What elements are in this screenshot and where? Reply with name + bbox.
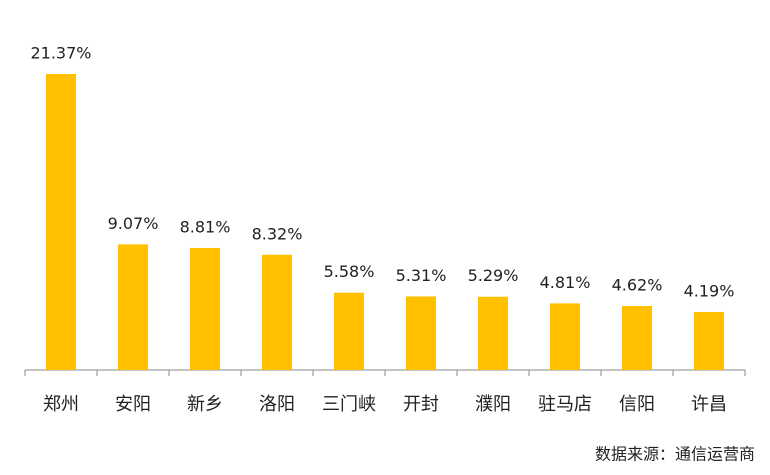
x-tick-label: 开封 <box>403 394 439 415</box>
value-label: 8.81% <box>180 217 231 236</box>
x-tick-label: 驻马店 <box>538 394 592 415</box>
value-label: 8.32% <box>252 224 303 243</box>
value-label: 5.29% <box>468 266 519 285</box>
x-tick-label: 三门峡 <box>322 394 376 415</box>
bar <box>550 303 580 370</box>
bar <box>46 74 76 370</box>
bar <box>334 292 364 370</box>
value-label: 5.58% <box>324 262 375 281</box>
bar <box>406 296 436 370</box>
bar <box>262 254 292 370</box>
x-tick-label: 信阳 <box>619 394 655 415</box>
bar <box>694 311 724 370</box>
bar <box>118 244 148 370</box>
bar <box>190 247 220 370</box>
value-label: 4.62% <box>612 276 663 295</box>
value-label: 4.19% <box>684 281 735 300</box>
bar <box>622 306 652 370</box>
x-tick-label: 郑州 <box>43 394 79 415</box>
value-label: 9.07% <box>108 214 159 233</box>
x-tick-label: 濮阳 <box>475 394 511 415</box>
source-note: 数据来源：通信运营商 <box>595 445 755 464</box>
x-tick-label: 新乡 <box>187 394 223 415</box>
value-label: 5.31% <box>396 266 447 285</box>
value-label: 21.37% <box>30 44 91 63</box>
x-tick-label: 许昌 <box>691 394 727 415</box>
value-label: 4.81% <box>540 273 591 292</box>
x-tick-label: 洛阳 <box>259 394 295 415</box>
x-tick-label: 安阳 <box>115 394 151 415</box>
bar <box>478 296 508 370</box>
